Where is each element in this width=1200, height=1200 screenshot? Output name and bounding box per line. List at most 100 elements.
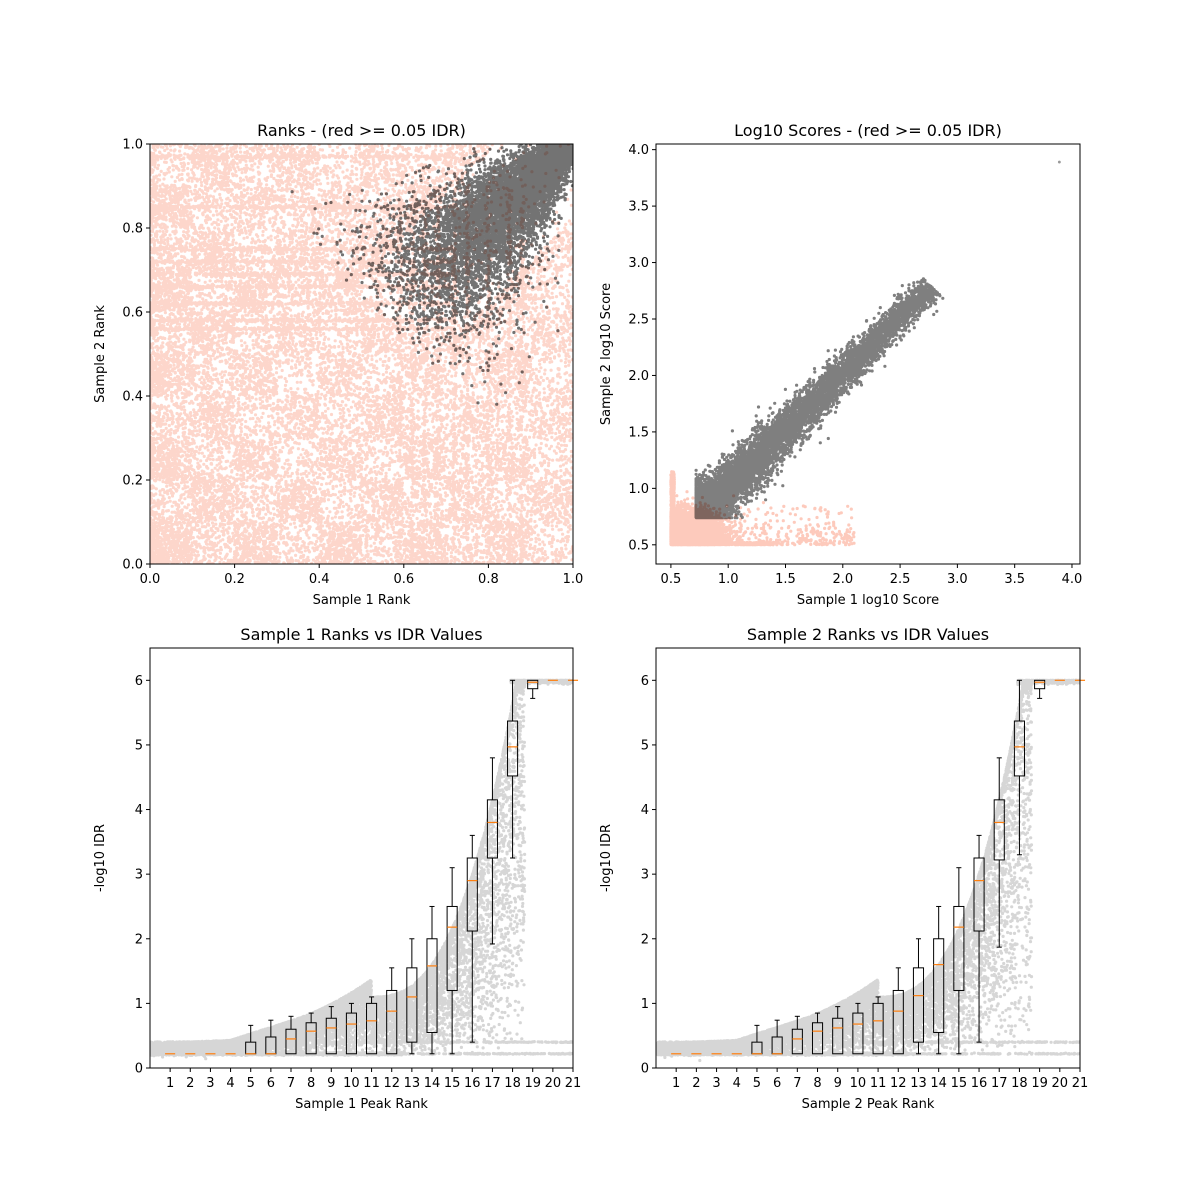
y-tick-label: 2 [641, 932, 649, 947]
y-tick-label: 6 [135, 674, 143, 689]
x-tick-label: 6 [267, 1076, 275, 1091]
boxplot-19 [527, 679, 539, 699]
x-tick-label: 1 [166, 1076, 174, 1091]
chart-title: Ranks - (red >= 0.05 IDR) [257, 121, 466, 140]
y-tick-label: 0.2 [122, 474, 143, 489]
boxplot-10 [852, 1002, 864, 1055]
y-tick-label: 5 [641, 738, 649, 753]
y-tick-label: 4 [135, 803, 143, 818]
boxplot-9 [832, 1006, 844, 1055]
black-points [694, 277, 945, 520]
outlier-point [1057, 160, 1061, 164]
black-points [656, 678, 1080, 1063]
x-tick-label: 1.5 [775, 572, 796, 587]
y-tick-label: 2.5 [628, 313, 649, 328]
boxplot-9 [325, 1006, 337, 1055]
y-tick-label: 3.0 [628, 256, 649, 271]
y-tick-label: 0 [641, 1062, 649, 1077]
boxplot-11 [366, 996, 378, 1055]
y-tick-label: 1 [135, 997, 143, 1012]
boxplot-12 [892, 967, 904, 1055]
x-tick-label: 3 [206, 1076, 214, 1091]
x-tick-label: 3 [712, 1076, 720, 1091]
y-tick-label: 1 [641, 997, 649, 1012]
x-tick-label: 4.0 [1062, 572, 1083, 587]
boxplot-5 [245, 1024, 257, 1055]
x-tick-label: 9 [834, 1076, 842, 1091]
x-tick-label: 15 [444, 1076, 461, 1091]
x-tick-label: 1.0 [718, 572, 739, 587]
boxplot-12 [386, 967, 398, 1055]
boxplot-16 [973, 834, 985, 1043]
x-tick-label: 0.8 [478, 572, 499, 587]
x-tick-label: 7 [287, 1076, 295, 1091]
x-tick-label: 1.0 [563, 572, 584, 587]
boxplot-5 [751, 1024, 763, 1055]
boxplot-18 [1013, 679, 1025, 856]
boxplot-19 [1034, 679, 1046, 699]
x-tick-label: 17 [484, 1076, 501, 1091]
x-tick-label: 15 [951, 1076, 968, 1091]
boxplot-6 [771, 1019, 783, 1055]
x-tick-label: 0.0 [140, 572, 161, 587]
x-tick-label: 20 [545, 1076, 562, 1091]
y-tick-label: 0.5 [628, 538, 649, 553]
x-tick-label: 14 [424, 1076, 441, 1091]
y-tick-label: 1.5 [628, 425, 649, 440]
y-tick-label: 0.6 [122, 306, 143, 321]
black-points [150, 678, 573, 1061]
boxplot-7 [285, 1015, 297, 1055]
y-tick-label: 3.5 [628, 200, 649, 215]
x-tick-label: 9 [327, 1076, 335, 1091]
x-tick-label: 12 [890, 1076, 907, 1091]
x-tick-label: 17 [991, 1076, 1008, 1091]
plot-frame [655, 647, 1081, 1069]
x-tick-label: 4 [226, 1076, 234, 1091]
chart-title: Sample 2 Ranks vs IDR Values [747, 625, 989, 644]
black-points [290, 144, 573, 406]
x-tick-label: 20 [1052, 1076, 1069, 1091]
x-tick-label: 13 [910, 1076, 927, 1091]
x-tick-label: 2 [692, 1076, 700, 1091]
y-tick-label: 2.0 [628, 369, 649, 384]
boxplot-13 [406, 938, 418, 1055]
x-tick-label: 7 [793, 1076, 801, 1091]
y-tick-label: 0.8 [122, 222, 143, 237]
boxplot-15 [953, 867, 965, 1055]
x-tick-label: 8 [307, 1076, 315, 1091]
y-tick-label: 6 [641, 674, 649, 689]
y-axis-label: -log10 IDR [599, 824, 614, 892]
x-tick-label: 0.6 [393, 572, 414, 587]
x-tick-label: 13 [404, 1076, 421, 1091]
x-tick-label: 11 [363, 1076, 380, 1091]
boxplot-16 [466, 834, 478, 1043]
x-tick-label: 19 [1031, 1076, 1048, 1091]
x-tick-label: 16 [971, 1076, 988, 1091]
y-tick-label: 0.4 [122, 390, 143, 405]
x-tick-label: 3.0 [947, 572, 968, 587]
y-tick-label: 3 [135, 868, 143, 883]
boxplot-17 [486, 757, 498, 945]
boxplot-6 [265, 1019, 277, 1055]
boxplot-7 [791, 1015, 803, 1055]
x-tick-label: 5 [247, 1076, 255, 1091]
boxplot-14 [933, 905, 945, 1055]
x-tick-label: 10 [343, 1076, 360, 1091]
x-tick-label: 18 [504, 1076, 521, 1091]
x-tick-label: 0.2 [224, 572, 245, 587]
x-tick-label: 14 [930, 1076, 947, 1091]
plot-frame [149, 647, 574, 1069]
y-tick-label: 1.0 [628, 482, 649, 497]
boxplot-14 [426, 905, 438, 1055]
chart-title: Sample 1 Ranks vs IDR Values [240, 625, 482, 644]
x-tick-label: 19 [524, 1076, 541, 1091]
x-axis-label: Sample 1 log10 Score [797, 593, 939, 608]
plot-frame [149, 143, 574, 565]
boxplot-10 [345, 1002, 357, 1055]
y-tick-label: 3 [641, 868, 649, 883]
red-points [669, 470, 856, 547]
boxplot-13 [912, 938, 925, 1055]
x-axis-label: Sample 1 Peak Rank [295, 1097, 428, 1112]
y-axis-label: -log10 IDR [93, 824, 108, 892]
x-tick-label: 21 [565, 1076, 582, 1091]
